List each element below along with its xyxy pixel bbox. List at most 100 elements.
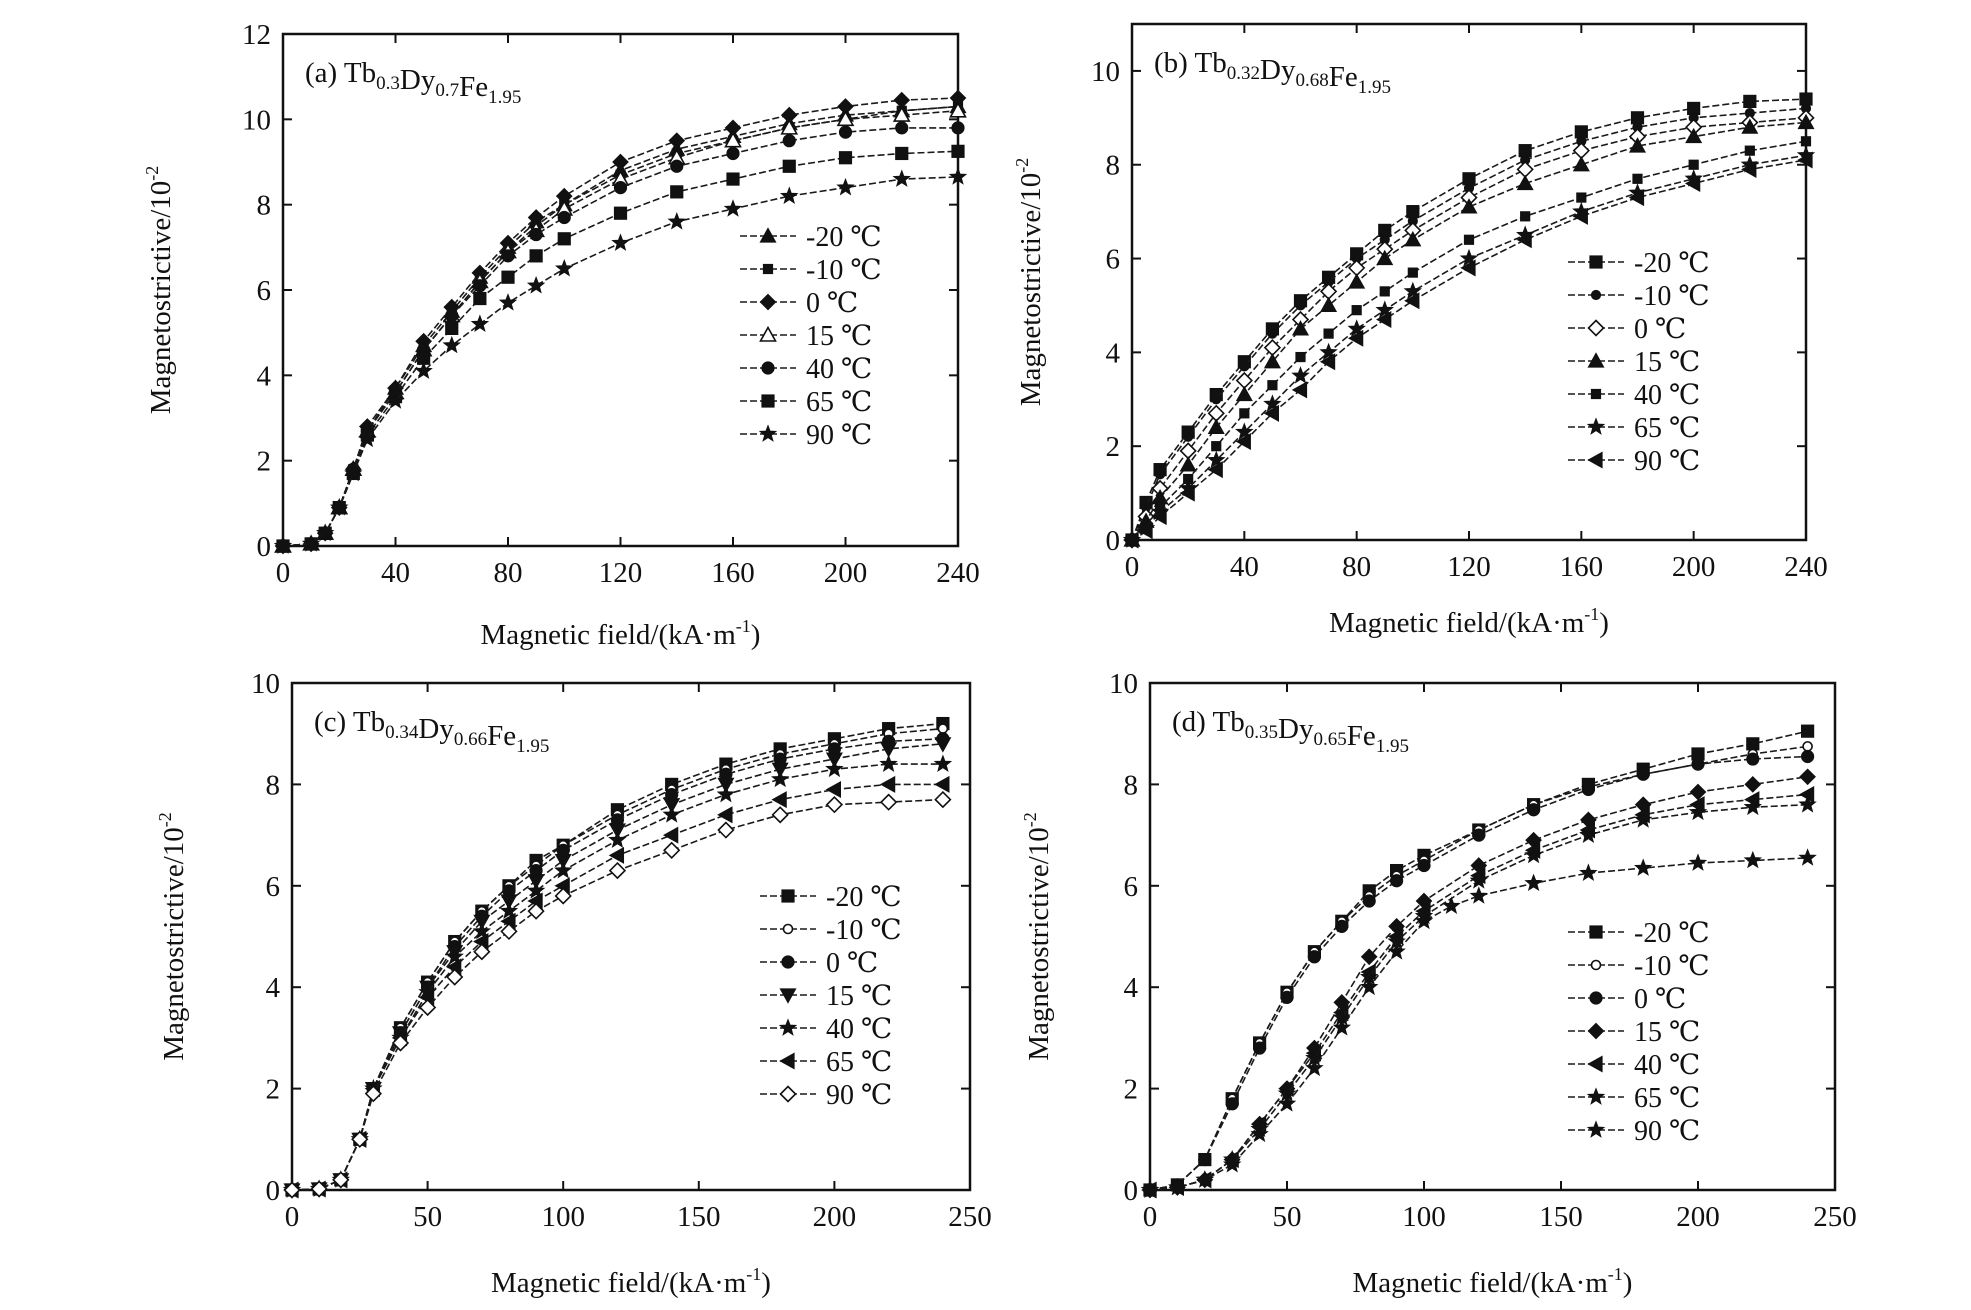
legend: -20 ℃-10 ℃0 ℃15 ℃40 ℃65 ℃90 ℃ xyxy=(1568,248,1710,477)
plot-frame xyxy=(1148,681,1837,1192)
data-point xyxy=(445,309,459,323)
data-point xyxy=(1572,155,1590,172)
data-point xyxy=(1417,858,1431,873)
data-point xyxy=(771,791,787,809)
data-point xyxy=(879,754,898,772)
data-point xyxy=(608,830,627,848)
data-point xyxy=(1800,724,1815,738)
data-point xyxy=(1741,160,1757,178)
data-point xyxy=(1799,768,1816,786)
legend-marker xyxy=(759,325,777,342)
data-point xyxy=(1360,977,1379,996)
data-point xyxy=(526,881,546,899)
data-point xyxy=(1291,366,1310,384)
data-point xyxy=(1469,871,1489,889)
data-point xyxy=(1291,320,1310,336)
data-point xyxy=(934,737,952,753)
data-point xyxy=(1295,300,1306,311)
x-tick-label: 150 xyxy=(1539,1201,1583,1233)
data-point xyxy=(557,210,571,225)
series-6 xyxy=(1140,848,1817,1198)
data-point xyxy=(667,211,687,230)
data-point xyxy=(1291,381,1308,399)
data-point xyxy=(1469,886,1489,904)
data-point xyxy=(1579,825,1598,843)
data-point xyxy=(1630,111,1645,125)
legend-label: 0 ℃ xyxy=(826,948,878,979)
data-point xyxy=(825,796,844,814)
data-point xyxy=(717,821,735,839)
data-point xyxy=(1799,92,1813,106)
legend-label: 40 ℃ xyxy=(1634,380,1700,411)
data-point xyxy=(1688,159,1699,170)
data-point xyxy=(1348,273,1366,289)
data-point xyxy=(780,118,799,135)
data-point xyxy=(668,132,686,150)
data-point xyxy=(364,1085,382,1103)
legend-label: 40 ℃ xyxy=(806,354,872,385)
data-point xyxy=(1179,484,1195,502)
legend-marker xyxy=(1586,417,1606,435)
legend: -20 ℃-10 ℃0 ℃15 ℃40 ℃65 ℃90 ℃ xyxy=(740,222,882,451)
y-axis-label-group: Magnetostrictive/10-2 xyxy=(1012,158,1047,407)
series-6 xyxy=(283,790,952,1199)
y-tick-label: 0 xyxy=(257,531,272,563)
data-point xyxy=(554,887,572,905)
x-tick-label: 0 xyxy=(285,1201,300,1233)
data-point xyxy=(1518,144,1532,158)
data-point xyxy=(1636,767,1650,781)
data-point xyxy=(1685,127,1703,144)
data-point xyxy=(1295,351,1306,363)
data-point xyxy=(473,279,487,293)
data-point xyxy=(445,321,459,335)
series-line xyxy=(1149,793,1808,1191)
data-point xyxy=(1239,361,1250,372)
legend-marker xyxy=(759,227,777,243)
panel-title: (a) Tb0.3Dy0.7Fe1.95 xyxy=(305,57,521,108)
data-point xyxy=(500,922,518,941)
y-tick-label: 0 xyxy=(1124,1175,1139,1207)
data-point xyxy=(1633,810,1653,828)
series-2 xyxy=(1143,749,1815,1197)
data-point xyxy=(1250,1124,1269,1143)
legend-marker xyxy=(1589,991,1603,1005)
legend-label: 15 ℃ xyxy=(806,321,872,352)
data-point xyxy=(1376,249,1394,266)
data-point xyxy=(1376,311,1392,329)
data-point xyxy=(1524,845,1543,864)
data-point xyxy=(473,291,487,306)
x-tick-label: 160 xyxy=(711,557,755,589)
data-point xyxy=(1179,456,1197,472)
data-point xyxy=(1404,292,1420,310)
y-tick-label: 2 xyxy=(266,1074,281,1106)
data-point xyxy=(386,391,405,409)
data-point xyxy=(782,134,796,148)
series-0 xyxy=(1125,92,1813,547)
data-point xyxy=(1520,211,1531,222)
x-tick-label: 120 xyxy=(599,557,643,589)
x-tick-label: 240 xyxy=(1784,551,1828,583)
x-tick-label: 100 xyxy=(1402,1201,1446,1233)
legend-label: -20 ℃ xyxy=(1634,918,1710,949)
legend-marker xyxy=(1589,925,1603,939)
data-point xyxy=(310,1180,328,1198)
data-point xyxy=(1137,522,1153,540)
data-point xyxy=(1414,911,1434,930)
legend-marker xyxy=(779,988,797,1004)
y-tick-label: 2 xyxy=(257,446,272,478)
data-point xyxy=(1154,469,1166,480)
legend-marker xyxy=(759,293,777,311)
series-1 xyxy=(1126,103,1812,546)
x-tick-label: 240 xyxy=(936,557,980,589)
legend-marker xyxy=(779,1052,795,1070)
data-point xyxy=(1307,950,1322,964)
legend-label: 65 ℃ xyxy=(806,387,872,418)
data-point xyxy=(1633,858,1653,876)
data-point xyxy=(283,1181,301,1199)
data-point xyxy=(611,233,630,251)
legend-marker xyxy=(1587,352,1605,368)
data-point xyxy=(1460,198,1478,214)
series-line xyxy=(282,176,959,547)
data-point xyxy=(470,314,490,332)
data-point xyxy=(608,846,625,864)
